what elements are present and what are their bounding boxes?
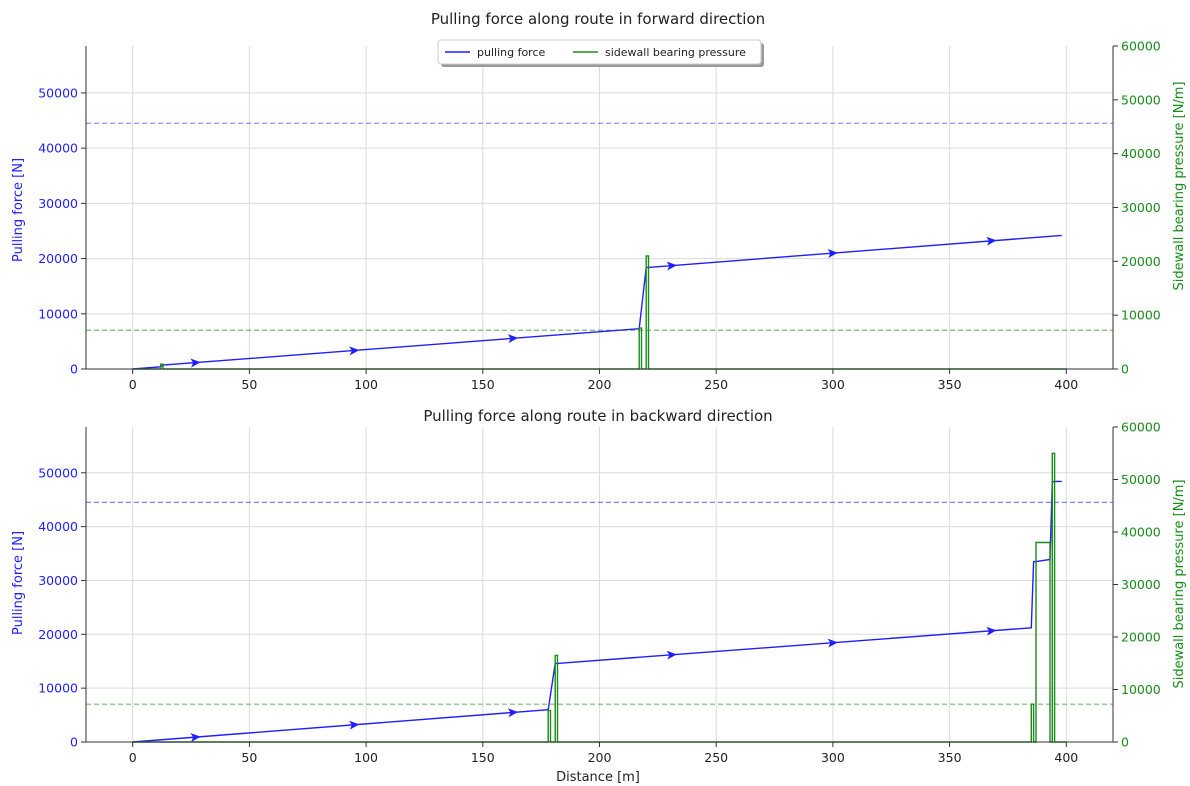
legend-box: [437, 39, 762, 65]
y-axis-label-left: Pulling force [N]: [11, 158, 26, 262]
y-tick-label-right: 10000: [1121, 682, 1161, 697]
legend-label-pressure: sidewall bearing pressure: [605, 46, 746, 59]
x-tick-label: 250: [704, 377, 728, 392]
chart-title: Pulling force along route in forward dir…: [431, 10, 765, 28]
y-tick-label-left: 20000: [38, 251, 78, 266]
pulling-force-line: [132, 480, 1062, 743]
y-tick-label-left: 40000: [38, 519, 78, 534]
x-tick-label: 50: [241, 377, 257, 392]
direction-arrow-icon: [190, 358, 201, 368]
x-tick-label: 350: [938, 750, 962, 765]
x-tick-label: 250: [704, 750, 728, 765]
y-tick-label-left: 10000: [38, 306, 78, 321]
direction-arrow-icon: [666, 261, 677, 271]
y-tick-label-right: 60000: [1121, 39, 1161, 54]
y-tick-label-right: 20000: [1121, 630, 1161, 645]
y-tick-label-left: 40000: [38, 141, 78, 156]
y-tick-label-left: 10000: [38, 681, 78, 696]
direction-arrow-icon: [827, 248, 838, 258]
y-axis-label-left: Pulling force [N]: [11, 531, 26, 635]
x-tick-label: 300: [821, 750, 845, 765]
y-tick-label-right: 40000: [1121, 146, 1161, 161]
y-tick-label-right: 0: [1121, 362, 1129, 377]
forward-chart: Pulling force along route in forward dir…: [11, 10, 1187, 392]
direction-arrow-icon: [666, 650, 677, 660]
direction-arrow-icon: [507, 708, 519, 718]
direction-arrow-icon: [507, 334, 519, 344]
x-tick-label: 200: [588, 750, 612, 765]
y-tick-label-right: 30000: [1121, 200, 1161, 215]
y-tick-label-left: 0: [70, 735, 78, 750]
direction-arrow-icon: [986, 236, 997, 246]
x-tick-label: 400: [1054, 750, 1078, 765]
direction-arrow-icon: [349, 346, 360, 356]
y-tick-label-right: 50000: [1121, 92, 1161, 107]
y-axis-label-right: Sidewall bearing pressure [N/m]: [1172, 81, 1187, 290]
direction-arrow-icon: [349, 720, 360, 730]
y-tick-label-right: 30000: [1121, 577, 1161, 592]
legend: pulling force sidewall bearing pressure: [437, 39, 764, 67]
x-tick-label: 350: [938, 377, 962, 392]
x-axis-label: Distance [m]: [556, 770, 640, 785]
x-tick-label: 50: [241, 750, 257, 765]
pulling-force-line: [132, 234, 1062, 370]
y-axis-label-right: Sidewall bearing pressure [N/m]: [1172, 479, 1187, 688]
y-tick-label-right: 50000: [1121, 472, 1161, 487]
y-tick-label-left: 20000: [38, 627, 78, 642]
x-tick-label: 150: [471, 750, 495, 765]
direction-arrow-icon: [986, 626, 997, 636]
chart-title: Pulling force along route in backward di…: [423, 407, 772, 425]
y-tick-label-right: 20000: [1121, 254, 1161, 269]
y-tick-label-left: 30000: [38, 573, 78, 588]
y-tick-label-right: 60000: [1121, 420, 1161, 435]
y-tick-label-left: 50000: [38, 85, 78, 100]
y-tick-label-left: 50000: [38, 465, 78, 480]
x-tick-label: 200: [588, 377, 612, 392]
x-tick-label: 400: [1054, 377, 1078, 392]
direction-arrow-icon: [190, 732, 201, 742]
backward-chart: Pulling force along route in backward di…: [11, 407, 1187, 785]
x-tick-label: 0: [129, 377, 137, 392]
sidewall-pressure-line: [132, 452, 1067, 743]
y-tick-label-right: 40000: [1121, 525, 1161, 540]
y-tick-label-right: 10000: [1121, 308, 1161, 323]
direction-arrow-icon: [827, 638, 838, 648]
y-tick-label-left: 0: [70, 362, 78, 377]
x-tick-label: 300: [821, 377, 845, 392]
y-tick-label-right: 0: [1121, 735, 1129, 750]
x-tick-label: 150: [471, 377, 495, 392]
x-tick-label: 100: [354, 750, 378, 765]
x-tick-label: 100: [354, 377, 378, 392]
legend-label-force: pulling force: [477, 46, 546, 59]
y-tick-label-left: 30000: [38, 196, 78, 211]
sidewall-pressure-line: [132, 255, 1067, 370]
x-tick-label: 0: [129, 750, 137, 765]
